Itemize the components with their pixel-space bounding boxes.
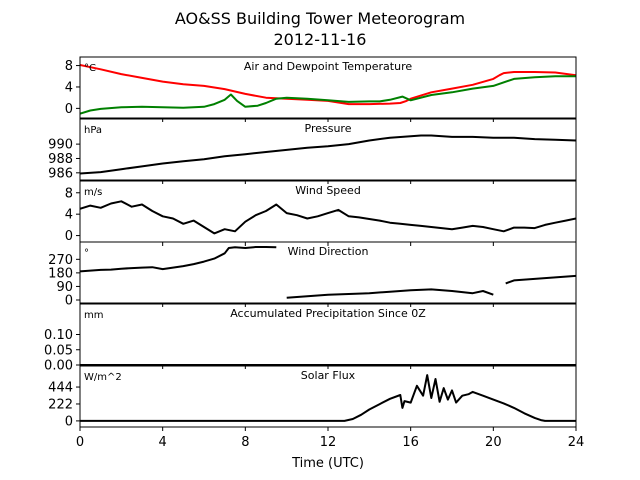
panel-temp: 8 4 0 °C Air and Dewpoint Temperature [65,56,577,122]
ytick-label-wind_speed: 8 [65,186,73,201]
xtick-label: 16 [402,435,419,450]
series-wind_direction-2 [505,274,576,285]
panel-title-wind_speed: Wind Speed [295,184,361,197]
panel-title-precip: Accumulated Precipitation Since 0Z [230,307,426,320]
panel-title-wind_direction: Wind Direction [288,245,369,258]
ytick-label-precip: 0.10 [44,328,73,343]
xtick-label: 24 [568,435,585,450]
ytick-label-precip: 0.00 [44,359,73,374]
figure-subtitle: 2012-11-16 [274,30,367,49]
ytick-label-temp: 0 [65,102,73,117]
unit-label-precip: mm [84,310,103,321]
ytick-label-temp: 8 [65,59,73,74]
ytick-label-pressure: 988 [48,152,73,167]
unit-label-wind_direction: ° [84,248,89,259]
ytick-label-temp: 4 [65,80,73,95]
ytick-label-solar: 222 [48,397,73,412]
ytick-label-wind_direction: 270 [48,253,73,268]
ytick-label-wind_direction: 0 [65,293,73,308]
ytick-label-wind_speed: 4 [65,208,73,223]
series-temp-1 [80,75,576,115]
xtick-label: 20 [485,435,502,450]
series-solar-0 [80,374,576,422]
series-wind_direction-1 [286,288,494,299]
unit-label-temp: °C [84,63,96,74]
x-axis-label: Time (UTC) [291,456,364,471]
unit-label-wind_speed: m/s [84,187,102,198]
xtick-label: 0 [76,435,84,450]
series-temp-0 [80,64,576,106]
ytick-label-wind_speed: 0 [65,229,73,244]
series-pressure-0 [80,134,576,175]
ytick-label-precip: 0.05 [44,343,73,358]
panel-title-temp: Air and Dewpoint Temperature [244,60,412,73]
unit-label-pressure: hPa [84,125,102,136]
x-axis: 0 4 8 12 16 20 24 [76,435,584,450]
xtick-label: 8 [241,435,249,450]
figure-title: AO&SS Building Tower Meteorogram [175,9,465,28]
ytick-label-wind_direction: 90 [56,280,73,295]
panel-precip: 0.100.050.00 mm Accumulated Precipitation … [44,303,577,374]
ytick-label-solar: 444 [48,381,73,396]
panel-title-pressure: Pressure [305,122,352,135]
series-wind_speed-0 [80,200,576,235]
panel-wind_speed: 8 4 0 m/s Wind Speed [65,180,577,246]
xtick-label: 4 [159,435,167,450]
unit-label-solar: W/m^2 [84,372,122,383]
series-wind_direction-0 [80,246,277,273]
panel-title-solar: Solar Flux [301,369,356,382]
ytick-label-wind_direction: 180 [48,266,73,281]
ytick-label-pressure: 990 [48,138,73,153]
ytick-label-pressure: 986 [48,166,73,181]
ytick-label-solar: 0 [65,414,73,429]
panels-group: 840°C Air and Dewpoint Temperature9909889… [44,56,577,431]
xtick-label: 12 [320,435,337,450]
